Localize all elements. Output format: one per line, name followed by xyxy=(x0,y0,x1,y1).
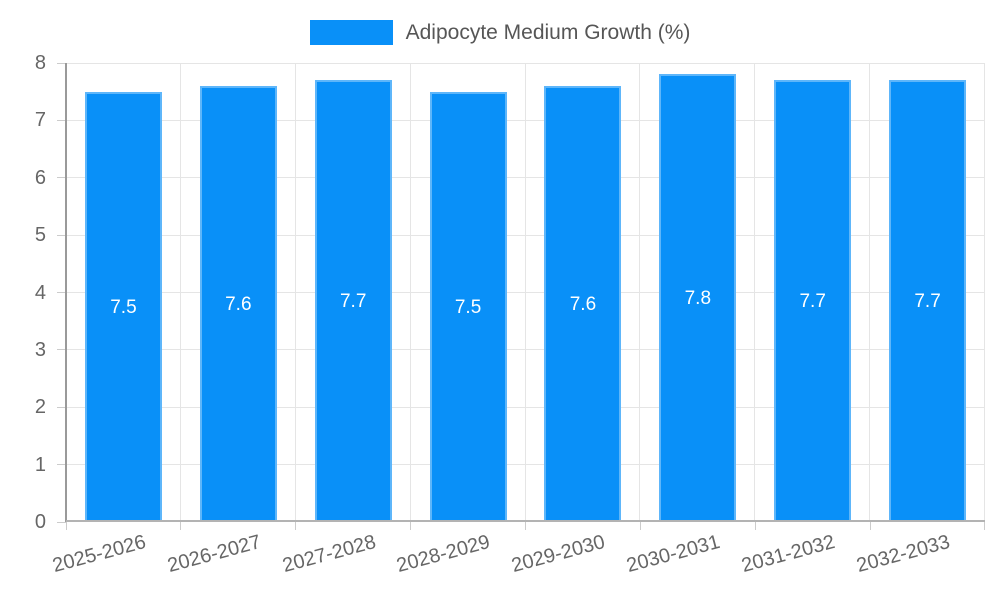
legend-label: Adipocyte Medium Growth (%) xyxy=(405,20,691,44)
y-axis-tick-label: 5 xyxy=(34,224,46,247)
gridline-vertical xyxy=(524,63,526,522)
y-axis-tick-label: 7 xyxy=(34,109,46,132)
y-axis-tick-label: 4 xyxy=(34,281,46,304)
bar-value-label: 7.7 xyxy=(914,291,941,313)
bar-value-label: 7.6 xyxy=(569,293,597,315)
x-axis-label: 2028-2029 xyxy=(394,531,493,578)
x-axis-label: 2031-2032 xyxy=(739,531,838,578)
y-axis-tick xyxy=(57,464,66,466)
y-axis-tick-label: 3 xyxy=(34,338,46,361)
x-axis-tick xyxy=(295,522,297,530)
gridline-horizontal xyxy=(66,234,985,236)
gridline-horizontal xyxy=(66,119,985,121)
gridline-vertical xyxy=(869,63,871,522)
x-axis-tick xyxy=(639,522,641,530)
gridline-horizontal xyxy=(66,292,985,293)
gridline-vertical xyxy=(179,63,181,522)
bar: 7.5 xyxy=(84,91,162,522)
bar: 7.5 xyxy=(429,91,507,522)
x-axis-tick xyxy=(180,522,182,530)
y-axis-tick-label: 1 xyxy=(34,453,46,476)
x-axis-label: 2027-2028 xyxy=(279,531,378,578)
bar-value-label: 7.5 xyxy=(454,296,482,318)
gridline-vertical xyxy=(294,63,296,522)
y-axis-tick xyxy=(57,349,66,351)
x-axis-tick xyxy=(65,522,67,530)
x-axis-tick xyxy=(525,522,526,530)
bar: 7.7 xyxy=(314,80,392,522)
y-axis-tick xyxy=(57,119,66,121)
x-axis-tick xyxy=(983,522,985,530)
gridline-vertical xyxy=(409,63,411,522)
legend[interactable]: Adipocyte Medium Growth (%) xyxy=(0,20,1000,45)
gridline-horizontal xyxy=(66,177,985,179)
gridline-horizontal xyxy=(66,349,985,351)
x-axis-label: 2026-2027 xyxy=(164,531,264,578)
y-axis-tick-label: 8 xyxy=(34,52,46,74)
legend-swatch-icon xyxy=(309,20,393,45)
gridline-horizontal xyxy=(66,406,985,408)
bar: 7.7 xyxy=(889,80,967,522)
y-axis-tick xyxy=(57,292,66,293)
bar-value-label: 7.7 xyxy=(339,291,367,313)
gridline-horizontal xyxy=(66,62,985,64)
bar-value-label: 7.5 xyxy=(110,296,137,318)
x-axis-tick xyxy=(410,522,412,530)
bar-value-label: 7.6 xyxy=(225,293,252,315)
x-axis-label: 2032-2033 xyxy=(854,531,953,578)
x-axis-tick xyxy=(869,522,871,530)
plot-area: 7.5 2025-2026 7.6 2026-2027 7.7 2027-2028 7.5 2… xyxy=(50,62,985,577)
gridline-vertical xyxy=(754,63,756,522)
x-axis-line xyxy=(66,520,985,522)
bar-value-label: 7.8 xyxy=(684,288,712,310)
y-axis-line xyxy=(65,63,67,522)
y-axis-tick xyxy=(57,521,66,523)
bar: 7.7 xyxy=(774,80,852,522)
y-axis-tick-label: 2 xyxy=(34,396,46,419)
gridline-vertical xyxy=(984,63,985,522)
x-axis-label: 2025-2026 xyxy=(50,531,149,578)
y-axis-tick xyxy=(57,234,66,236)
bar: 7.6 xyxy=(199,85,277,522)
gridline-vertical xyxy=(639,63,641,522)
y-axis-tick-label: 6 xyxy=(34,166,46,189)
bar-value-label: 7.7 xyxy=(799,291,826,313)
y-axis-tick xyxy=(57,62,66,64)
gridline-horizontal xyxy=(66,464,985,466)
y-axis-tick-label: 0 xyxy=(34,511,46,533)
y-axis-tick xyxy=(57,406,66,408)
x-axis-tick xyxy=(754,522,756,530)
y-axis-tick xyxy=(57,177,66,179)
x-axis-label: 2030-2031 xyxy=(624,531,723,578)
bar: 7.6 xyxy=(544,85,622,522)
x-axis-label: 2029-2030 xyxy=(509,531,608,578)
bar: 7.8 xyxy=(659,74,737,522)
